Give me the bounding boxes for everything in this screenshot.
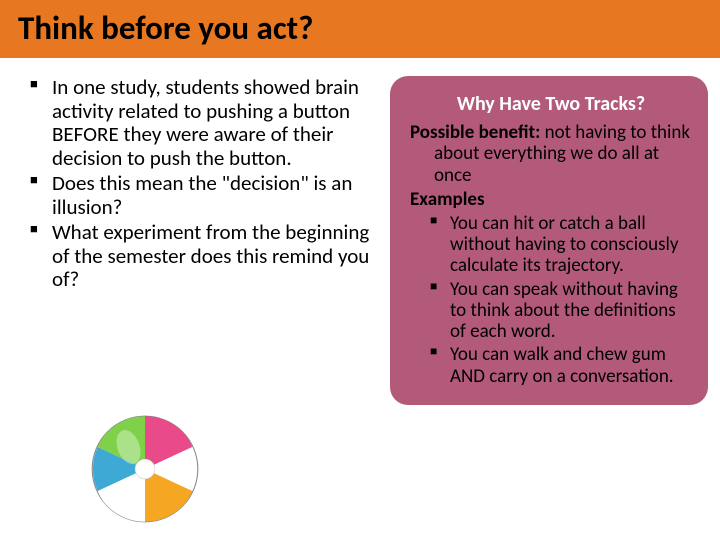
slide-title: Think before you act? (18, 8, 702, 48)
examples-label: Examples (410, 188, 692, 211)
content-area: In one study, students showed brain acti… (0, 58, 720, 405)
left-bullet-list: In one study, students showed brain acti… (30, 76, 380, 292)
example-item: You can hit or catch a ball without havi… (430, 213, 692, 277)
examples-list: You can hit or catch a ball without havi… (410, 213, 692, 387)
title-bar: Think before you act? (0, 0, 720, 58)
right-column: Why Have Two Tracks? Possible benefit: n… (390, 76, 708, 405)
beachball-icon (90, 414, 200, 524)
benefit-line: Possible benefit: not having to think ab… (410, 122, 692, 186)
example-item: You can walk and chew gum AND carry on a… (430, 344, 692, 387)
left-column: In one study, students showed brain acti… (12, 76, 380, 405)
bullet-item: What experiment from the beginning of th… (30, 221, 380, 292)
bullet-item: In one study, students showed brain acti… (30, 76, 380, 170)
example-item: You can speak without having to think ab… (430, 279, 692, 343)
right-title: Why Have Two Tracks? (410, 92, 692, 116)
bullet-item: Does this mean the "decision" is an illu… (30, 172, 380, 219)
benefit-label: Possible benefit: (410, 121, 540, 144)
